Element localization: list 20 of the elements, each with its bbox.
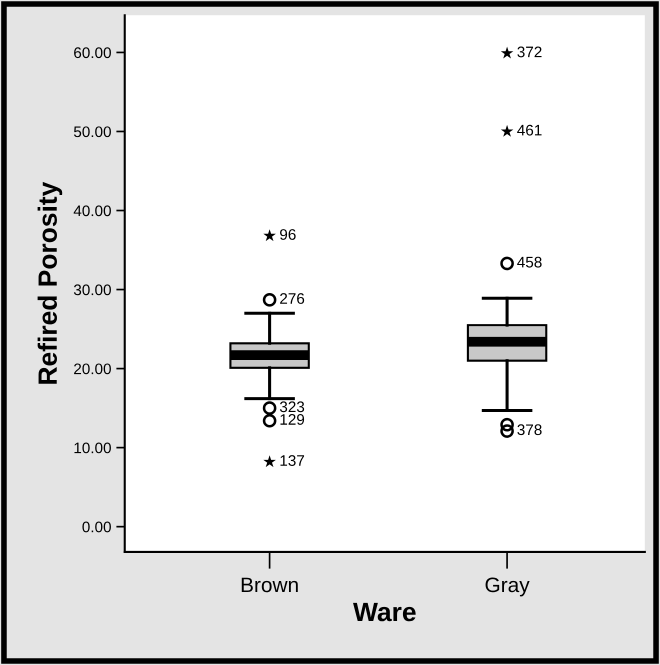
x-tick-label: Gray [486,578,530,596]
y-tick-label: 30.00 [74,284,111,296]
annotation: 276 [280,293,304,304]
annotation: 137 [280,455,304,466]
annotation: 96 [280,229,296,240]
annotation: 129 [280,414,304,425]
x-tick-label: Brown [242,578,298,592]
y-tick-label: 50.00 [74,126,111,138]
annotation: 372 [517,46,542,58]
y-tick-label: 10.00 [74,442,111,454]
annotation: 378 [517,424,542,436]
annotation: 323 [280,401,304,412]
y-tick-label: 40.00 [74,205,111,216]
annotation: 458 [517,256,542,268]
y-tick-label: 20.00 [74,363,111,374]
y-tick-label: 0.00 [82,522,111,532]
x-axis-title: Ware [353,602,416,622]
annotation: 461 [517,124,542,136]
y-axis-title: Refired Porosity [38,182,62,384]
y-tick-label: 60.00 [74,47,111,58]
